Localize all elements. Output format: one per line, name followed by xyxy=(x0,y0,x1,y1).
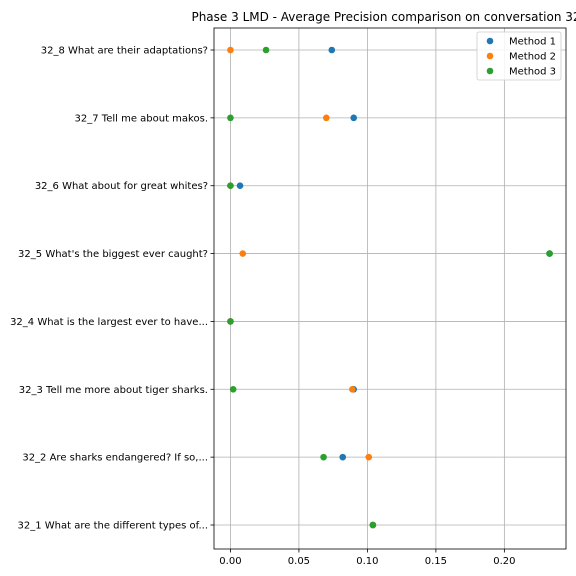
method-3-point xyxy=(546,250,553,257)
method-3-point xyxy=(227,318,234,325)
y-tick-label: 32_6 What about for great whites? xyxy=(35,181,208,192)
method-2-point xyxy=(323,114,330,122)
y-tick-label: 32_3 Tell me more about tiger sharks. xyxy=(19,385,208,396)
y-tick-label: 32_4 What is the largest ever to have... xyxy=(10,317,208,328)
y-tick-label: 32_1 What are the different types of... xyxy=(18,521,208,532)
data-points xyxy=(227,46,553,529)
method-3-point xyxy=(320,453,327,461)
method-3-point xyxy=(229,385,237,393)
y-axis: 32_1 What are the different types of... 3… xyxy=(10,46,214,532)
method-3-point xyxy=(227,182,234,190)
legend-marker-method-1 xyxy=(486,37,494,45)
x-tick-label: 0.00 xyxy=(219,556,241,567)
x-tick-label: 0.10 xyxy=(356,556,378,567)
method-2-point xyxy=(239,250,247,257)
method-2-point xyxy=(365,453,373,461)
legend-label-method-1: Method 1 xyxy=(509,37,556,48)
method-3-point xyxy=(369,521,377,529)
method-1-point xyxy=(328,46,336,54)
method-2-point xyxy=(227,46,234,54)
legend: Method 1 Method 2 Method 3 xyxy=(476,31,562,81)
chart-title: Phase 3 LMD - Average Precision comparis… xyxy=(191,10,576,24)
method-3-point xyxy=(262,46,270,54)
x-tick-label: 0.15 xyxy=(425,556,447,567)
method-1-point xyxy=(350,114,358,122)
legend-label-method-2: Method 2 xyxy=(509,52,556,63)
method-1-point xyxy=(236,182,244,190)
legend-label-method-3: Method 3 xyxy=(509,67,556,78)
y-tick-label: 32_2 Are sharks endangered? If so,... xyxy=(22,453,208,464)
y-tick-label: 32_8 What are their adaptations? xyxy=(41,46,208,57)
method-1-point xyxy=(339,453,347,461)
x-tick-label: 0.05 xyxy=(288,556,310,567)
method-2-point xyxy=(349,385,356,393)
legend-marker-method-2 xyxy=(486,52,494,60)
y-tick-label: 32_5 What's the biggest ever caught? xyxy=(18,249,208,260)
method-3-point xyxy=(227,114,234,122)
grid-lines xyxy=(214,28,566,549)
y-tick-label: 32_7 Tell me about makos. xyxy=(75,113,208,124)
legend-box xyxy=(476,31,562,81)
x-tick-label: 0.20 xyxy=(493,556,515,567)
x-axis: 0.00 0.05 0.10 0.15 0.20 xyxy=(219,549,515,567)
legend-marker-method-3 xyxy=(486,67,494,75)
plot-frame xyxy=(213,27,567,550)
